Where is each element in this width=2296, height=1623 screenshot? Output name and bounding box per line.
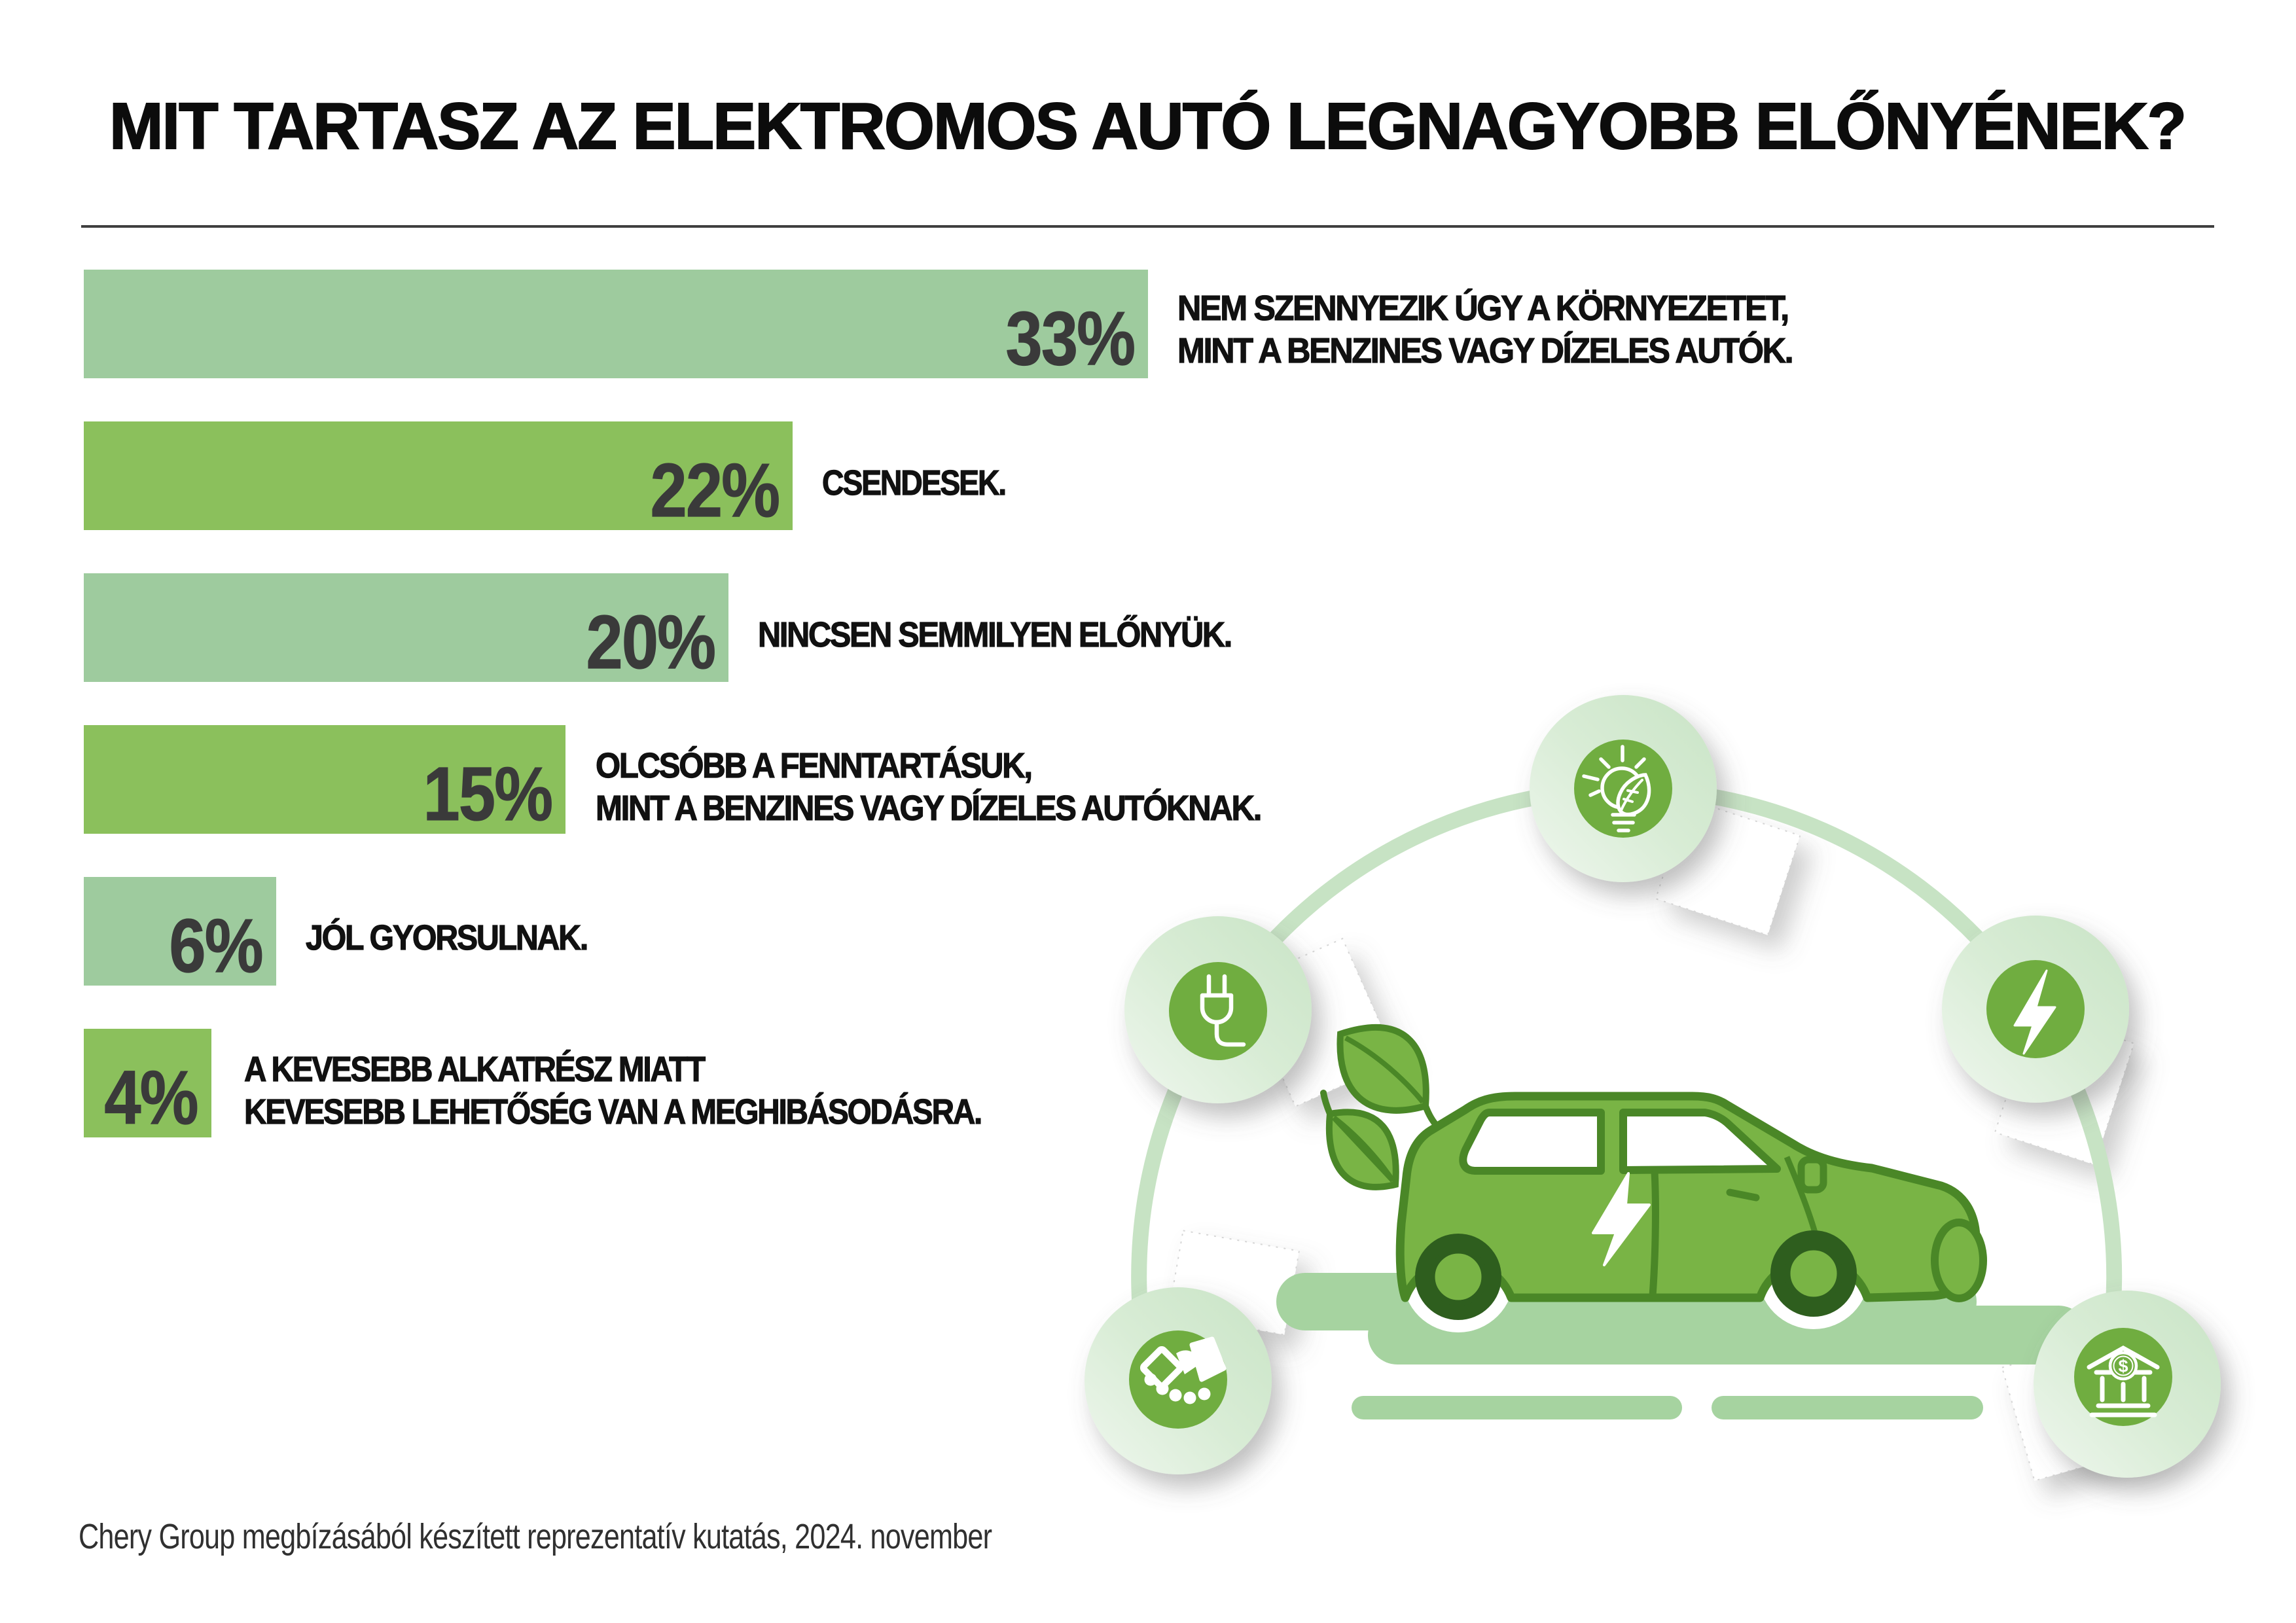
svg-text:$: $: [2118, 1357, 2128, 1376]
